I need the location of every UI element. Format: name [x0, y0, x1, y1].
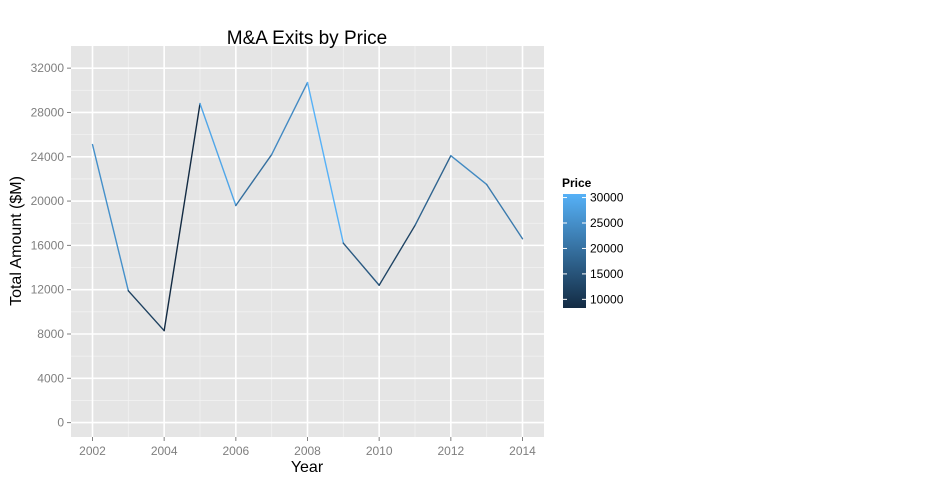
line-segment [485, 183, 524, 240]
legend-tick-label: 30000 [590, 191, 624, 205]
legend-tick-label: 15000 [590, 267, 624, 281]
legend-tick-label: 10000 [590, 292, 624, 306]
line-segment [235, 153, 273, 207]
y-tick-label: 24000 [31, 150, 65, 164]
x-tick-label: 2006 [222, 444, 249, 458]
x-tick-label: 2014 [509, 444, 536, 458]
major-gridlines [71, 46, 544, 437]
line-segment [91, 143, 130, 292]
legend-ticks: 30000 25000 20000 15000 10000 [563, 191, 624, 306]
legend-tick-label: 25000 [590, 216, 624, 230]
y-axis-ticks: 0 4000 8000 12000 16000 20000 24000 28000 32000 [31, 61, 71, 430]
y-tick-label: 0 [57, 416, 64, 430]
price-series [91, 81, 524, 332]
line-segment [378, 224, 416, 286]
line-segment [163, 102, 201, 332]
x-tick-label: 2008 [294, 444, 321, 458]
x-axis-title: Year [291, 459, 324, 476]
legend-title: Price [562, 176, 592, 190]
y-tick-label: 20000 [31, 194, 65, 208]
y-tick-label: 32000 [31, 61, 65, 75]
y-tick-label: 8000 [37, 327, 64, 341]
legend: Price 30000 25000 20000 15000 10000 [562, 176, 624, 308]
legend-colorbar [563, 194, 586, 308]
x-axis-ticks: 2002 2004 2006 2008 2010 2012 2014 [79, 437, 536, 458]
line-segment [414, 154, 452, 227]
y-tick-label: 28000 [31, 105, 65, 119]
y-axis-title: Total Amount ($M) [8, 176, 25, 306]
line-segment [199, 102, 237, 207]
line-segment [127, 290, 165, 332]
y-tick-label: 16000 [31, 238, 65, 252]
chart-title: M&A Exits by Price [227, 28, 388, 49]
x-tick-label: 2004 [151, 444, 178, 458]
legend-tick-label: 20000 [590, 241, 624, 255]
y-tick-label: 12000 [31, 283, 65, 297]
line-segment [306, 81, 345, 244]
line-segment [342, 242, 380, 286]
x-tick-label: 2010 [366, 444, 393, 458]
x-tick-label: 2002 [79, 444, 106, 458]
line-segment [270, 81, 309, 156]
x-tick-label: 2012 [437, 444, 464, 458]
line-segment [450, 154, 488, 186]
y-tick-label: 4000 [37, 371, 64, 385]
